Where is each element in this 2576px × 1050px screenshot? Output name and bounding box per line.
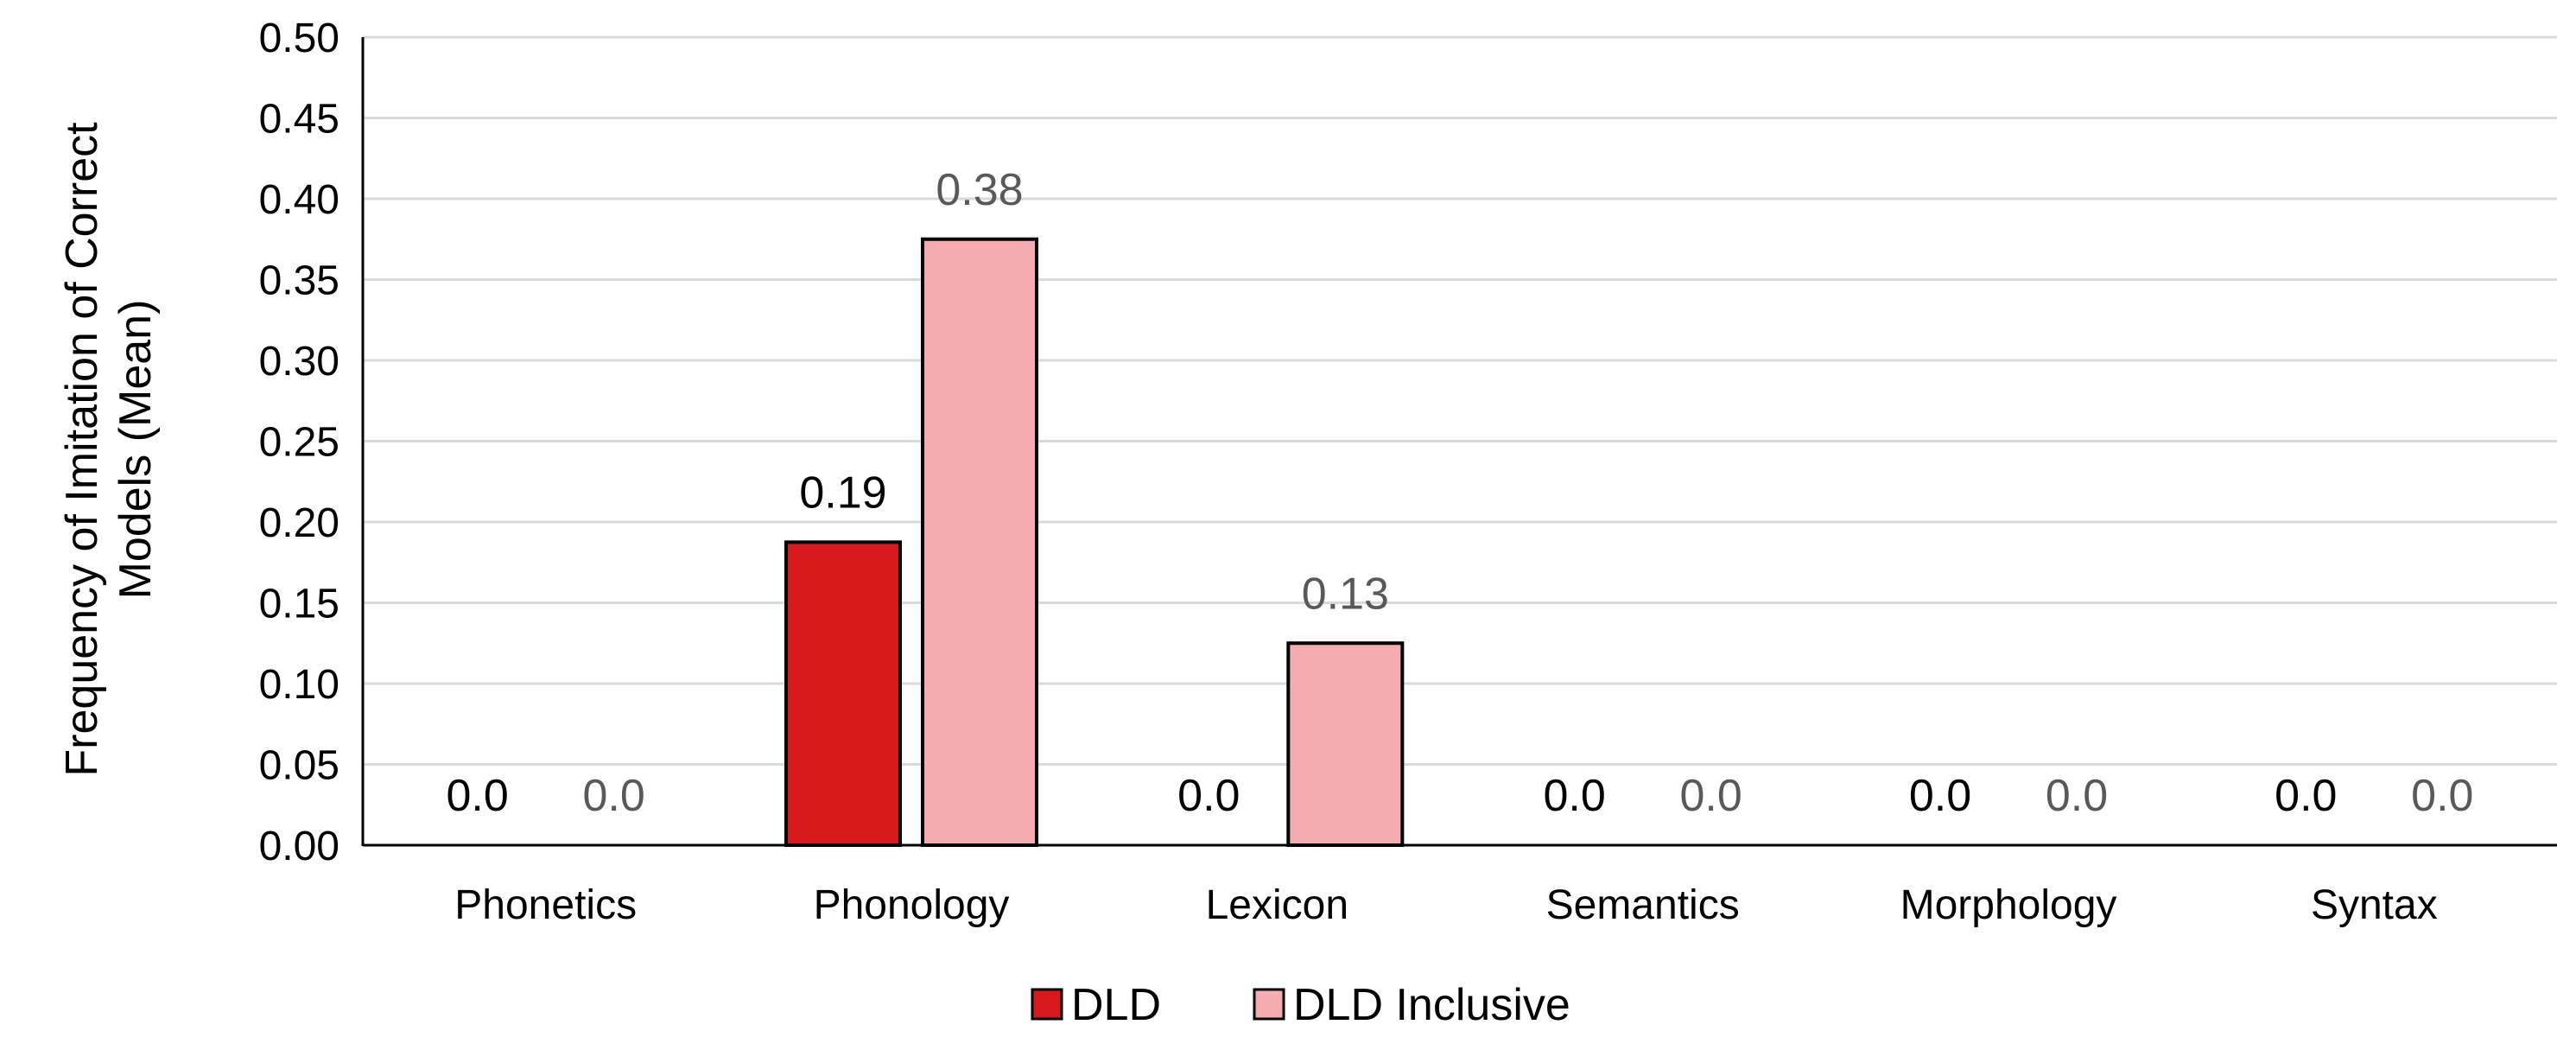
data-label: 0.0 [1177, 771, 1240, 821]
x-tick-label: Semantics [1546, 882, 1740, 928]
y-tick-label: 0.20 [259, 500, 339, 546]
legend-label: DLD Inclusive [1293, 980, 1570, 1030]
y-tick-label: 0.15 [259, 582, 339, 627]
y-tick-label: 0.45 [259, 97, 339, 143]
y-axis-title: Frequency of Imitation of CorrectModels … [57, 122, 161, 777]
bar-dld-inclusive [921, 237, 1038, 847]
data-label: 0.19 [799, 468, 886, 518]
x-tick-label: Phonetics [454, 882, 637, 928]
legend-swatch-dld [1031, 988, 1063, 1021]
x-tick-label: Phonology [814, 882, 1010, 928]
legend-label: DLD [1071, 980, 1161, 1030]
y-axis-title-text: Frequency of Imitation of CorrectModels … [57, 122, 161, 777]
y-tick-label: 0.30 [259, 339, 339, 385]
y-axis-title-line: Frequency of Imitation of Correct [57, 122, 107, 777]
bars [784, 237, 1405, 847]
data-label: 0.0 [1544, 771, 1606, 821]
x-tick-label: Syntax [2311, 882, 2438, 928]
y-tick-label: 0.10 [259, 662, 339, 708]
data-labels: 0.0 0.0 0.19 0.38 0.0 0.13 0.0 0.0 0.0 0.0 0.0 0.0 [447, 165, 2474, 821]
gridlines [363, 35, 2557, 766]
y-tick-label: 0.40 [259, 177, 339, 223]
data-label: 0.0 [2275, 771, 2337, 821]
y-axis-ticks: 0.00 0.05 0.10 0.15 0.20 0.25 0.30 0.35 0.40 0.45… [259, 16, 339, 869]
legend-swatch-dld-inclusive [1253, 988, 1285, 1021]
data-label: 0.0 [1680, 771, 1742, 821]
y-tick-label: 0.50 [259, 16, 339, 61]
y-tick-label: 0.00 [259, 824, 339, 869]
y-tick-label: 0.35 [259, 258, 339, 304]
legend: DLD DLD Inclusive [1031, 980, 1570, 1030]
x-tick-label: Lexicon [1206, 882, 1348, 928]
x-axis-categories: Phonetics Phonology Lexicon Semantics Morpho… [454, 882, 2437, 928]
data-label: 0.38 [936, 165, 1023, 215]
bar-dld-inclusive [1286, 641, 1405, 847]
y-axis-title-line: Models (Mean) [111, 300, 161, 600]
y-tick-label: 0.25 [259, 420, 339, 466]
data-label: 0.0 [2411, 771, 2473, 821]
y-tick-label: 0.05 [259, 743, 339, 789]
x-tick-label: Morphology [1900, 882, 2117, 928]
data-label: 0.13 [1302, 569, 1389, 619]
data-label: 0.0 [583, 771, 645, 821]
data-label: 0.0 [2046, 771, 2108, 821]
axes [361, 37, 2557, 847]
data-label: 0.0 [1909, 771, 1971, 821]
bar-dld [784, 540, 902, 847]
data-label: 0.0 [447, 771, 509, 821]
